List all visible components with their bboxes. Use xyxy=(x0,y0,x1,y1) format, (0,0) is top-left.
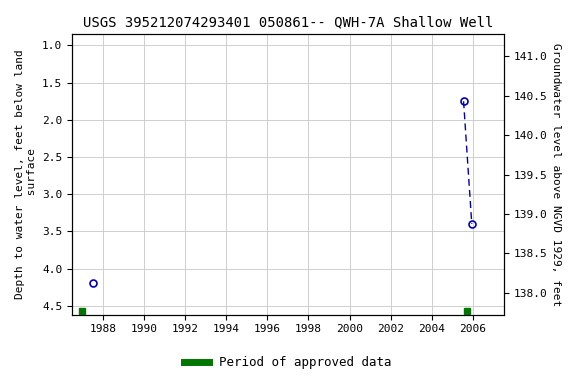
Title: USGS 395212074293401 050861-- QWH-7A Shallow Well: USGS 395212074293401 050861-- QWH-7A Sha… xyxy=(83,15,493,29)
Y-axis label: Groundwater level above NGVD 1929, feet: Groundwater level above NGVD 1929, feet xyxy=(551,43,561,306)
Y-axis label: Depth to water level, feet below land
 surface: Depth to water level, feet below land su… xyxy=(15,50,37,300)
Legend: Period of approved data: Period of approved data xyxy=(179,351,397,374)
